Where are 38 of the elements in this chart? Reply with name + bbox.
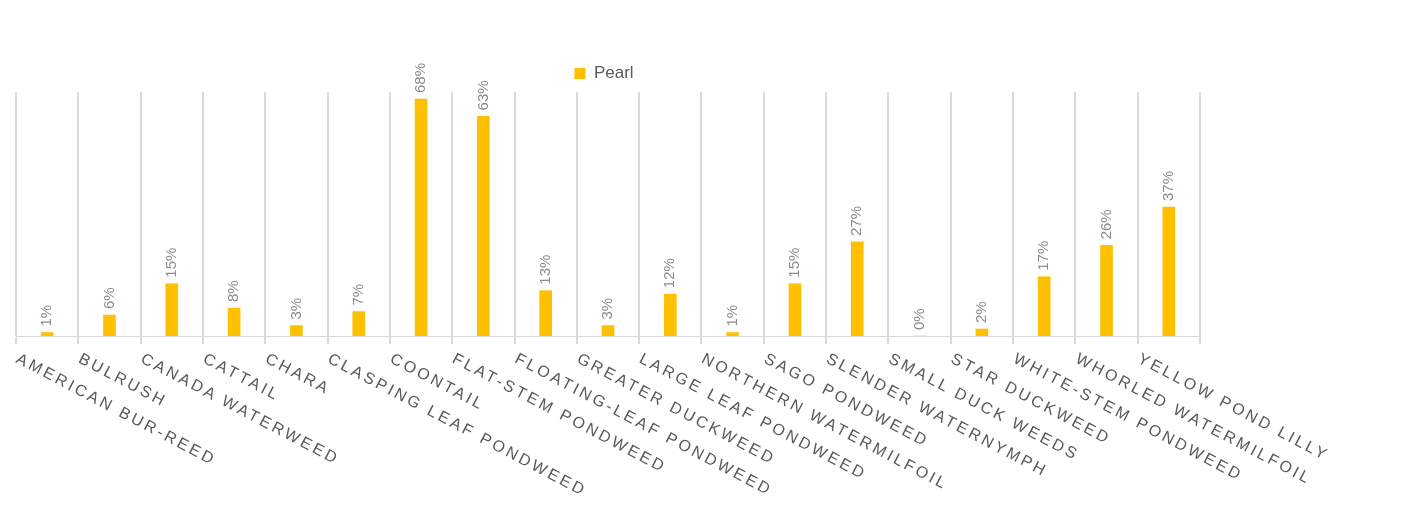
data-label: 2%: [972, 301, 990, 324]
bar: [414, 98, 428, 336]
data-label: 7%: [348, 283, 366, 306]
data-label: 13%: [535, 254, 553, 285]
bar: [663, 293, 677, 336]
bar: [601, 325, 615, 336]
bar: [227, 307, 241, 336]
bar: [1100, 245, 1113, 336]
data-label: 63%: [473, 80, 491, 111]
bar: [1162, 206, 1176, 336]
bar: [1037, 276, 1051, 336]
data-label: 27%: [847, 205, 865, 236]
legend-label: Pearl: [593, 63, 634, 83]
data-label: 3%: [598, 297, 616, 320]
bar: [850, 241, 864, 336]
bar: [975, 328, 989, 336]
bar: [40, 332, 54, 336]
data-label: 8%: [224, 280, 242, 303]
data-label: 12%: [660, 258, 678, 289]
data-label: 15%: [161, 247, 179, 278]
bar: [352, 311, 366, 336]
data-label: 15%: [785, 247, 803, 278]
data-label: 1%: [37, 304, 55, 327]
data-label: 0%: [909, 308, 927, 330]
bar: [290, 325, 303, 336]
bar: [788, 283, 802, 336]
bar: [103, 314, 116, 336]
data-label: 68%: [411, 62, 429, 93]
data-label: 1%: [722, 304, 740, 327]
bar: [726, 332, 739, 336]
data-label: 26%: [1096, 209, 1114, 240]
data-label: 37%: [1158, 171, 1176, 202]
data-label: 17%: [1034, 240, 1052, 271]
data-label: 6%: [99, 287, 117, 310]
bar: [539, 290, 553, 336]
data-label: 3%: [286, 297, 304, 320]
bar: [165, 283, 179, 336]
bar: [477, 116, 490, 336]
